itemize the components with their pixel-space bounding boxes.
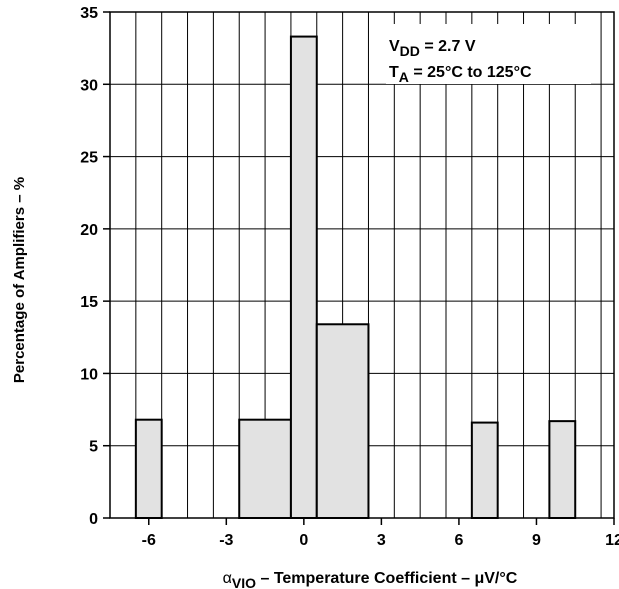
y-tick-label: 30: [80, 77, 98, 94]
plot-frame: [109, 11, 615, 519]
y-tick-label: 5: [89, 439, 98, 456]
y-tick-label: 20: [80, 222, 98, 239]
x-tick-label: -3: [219, 532, 233, 549]
x-tick-label: 6: [454, 532, 463, 549]
histogram-bar: [548, 420, 577, 519]
y-tick-label: 25: [80, 150, 98, 167]
histogram-bar: [470, 421, 499, 519]
annotation-line-1: VDD = 2.7 V: [389, 38, 476, 59]
y-tick-label: 0: [89, 511, 98, 528]
histogram-bar: [238, 418, 292, 520]
x-axis-label: αVIO – Temperature Coefficient – μV/°C: [223, 570, 518, 589]
y-axis-label: Percentage of Amplifiers – %: [11, 177, 28, 383]
x-tick-label: 12: [605, 532, 619, 549]
x-tick-label: 0: [299, 532, 308, 549]
histogram-bar: [289, 35, 318, 519]
annotation-line-2: TA = 25°C to 125°C: [389, 64, 532, 85]
y-tick-label: 35: [80, 5, 98, 22]
x-tick-label: 9: [532, 532, 541, 549]
y-tick-label: 15: [80, 294, 98, 311]
tick-labels: -6 -3 0 3 6 9 12 0 5 10 15 20 25 30 35: [80, 5, 619, 549]
x-tick-label: -6: [142, 532, 156, 549]
annotation-box: [386, 24, 591, 84]
y-tick-label: 10: [80, 366, 98, 383]
axis-ticks: [103, 11, 615, 525]
histogram-bar: [134, 418, 163, 520]
x-tick-label: 3: [377, 532, 386, 549]
histogram-bar: [315, 323, 370, 519]
